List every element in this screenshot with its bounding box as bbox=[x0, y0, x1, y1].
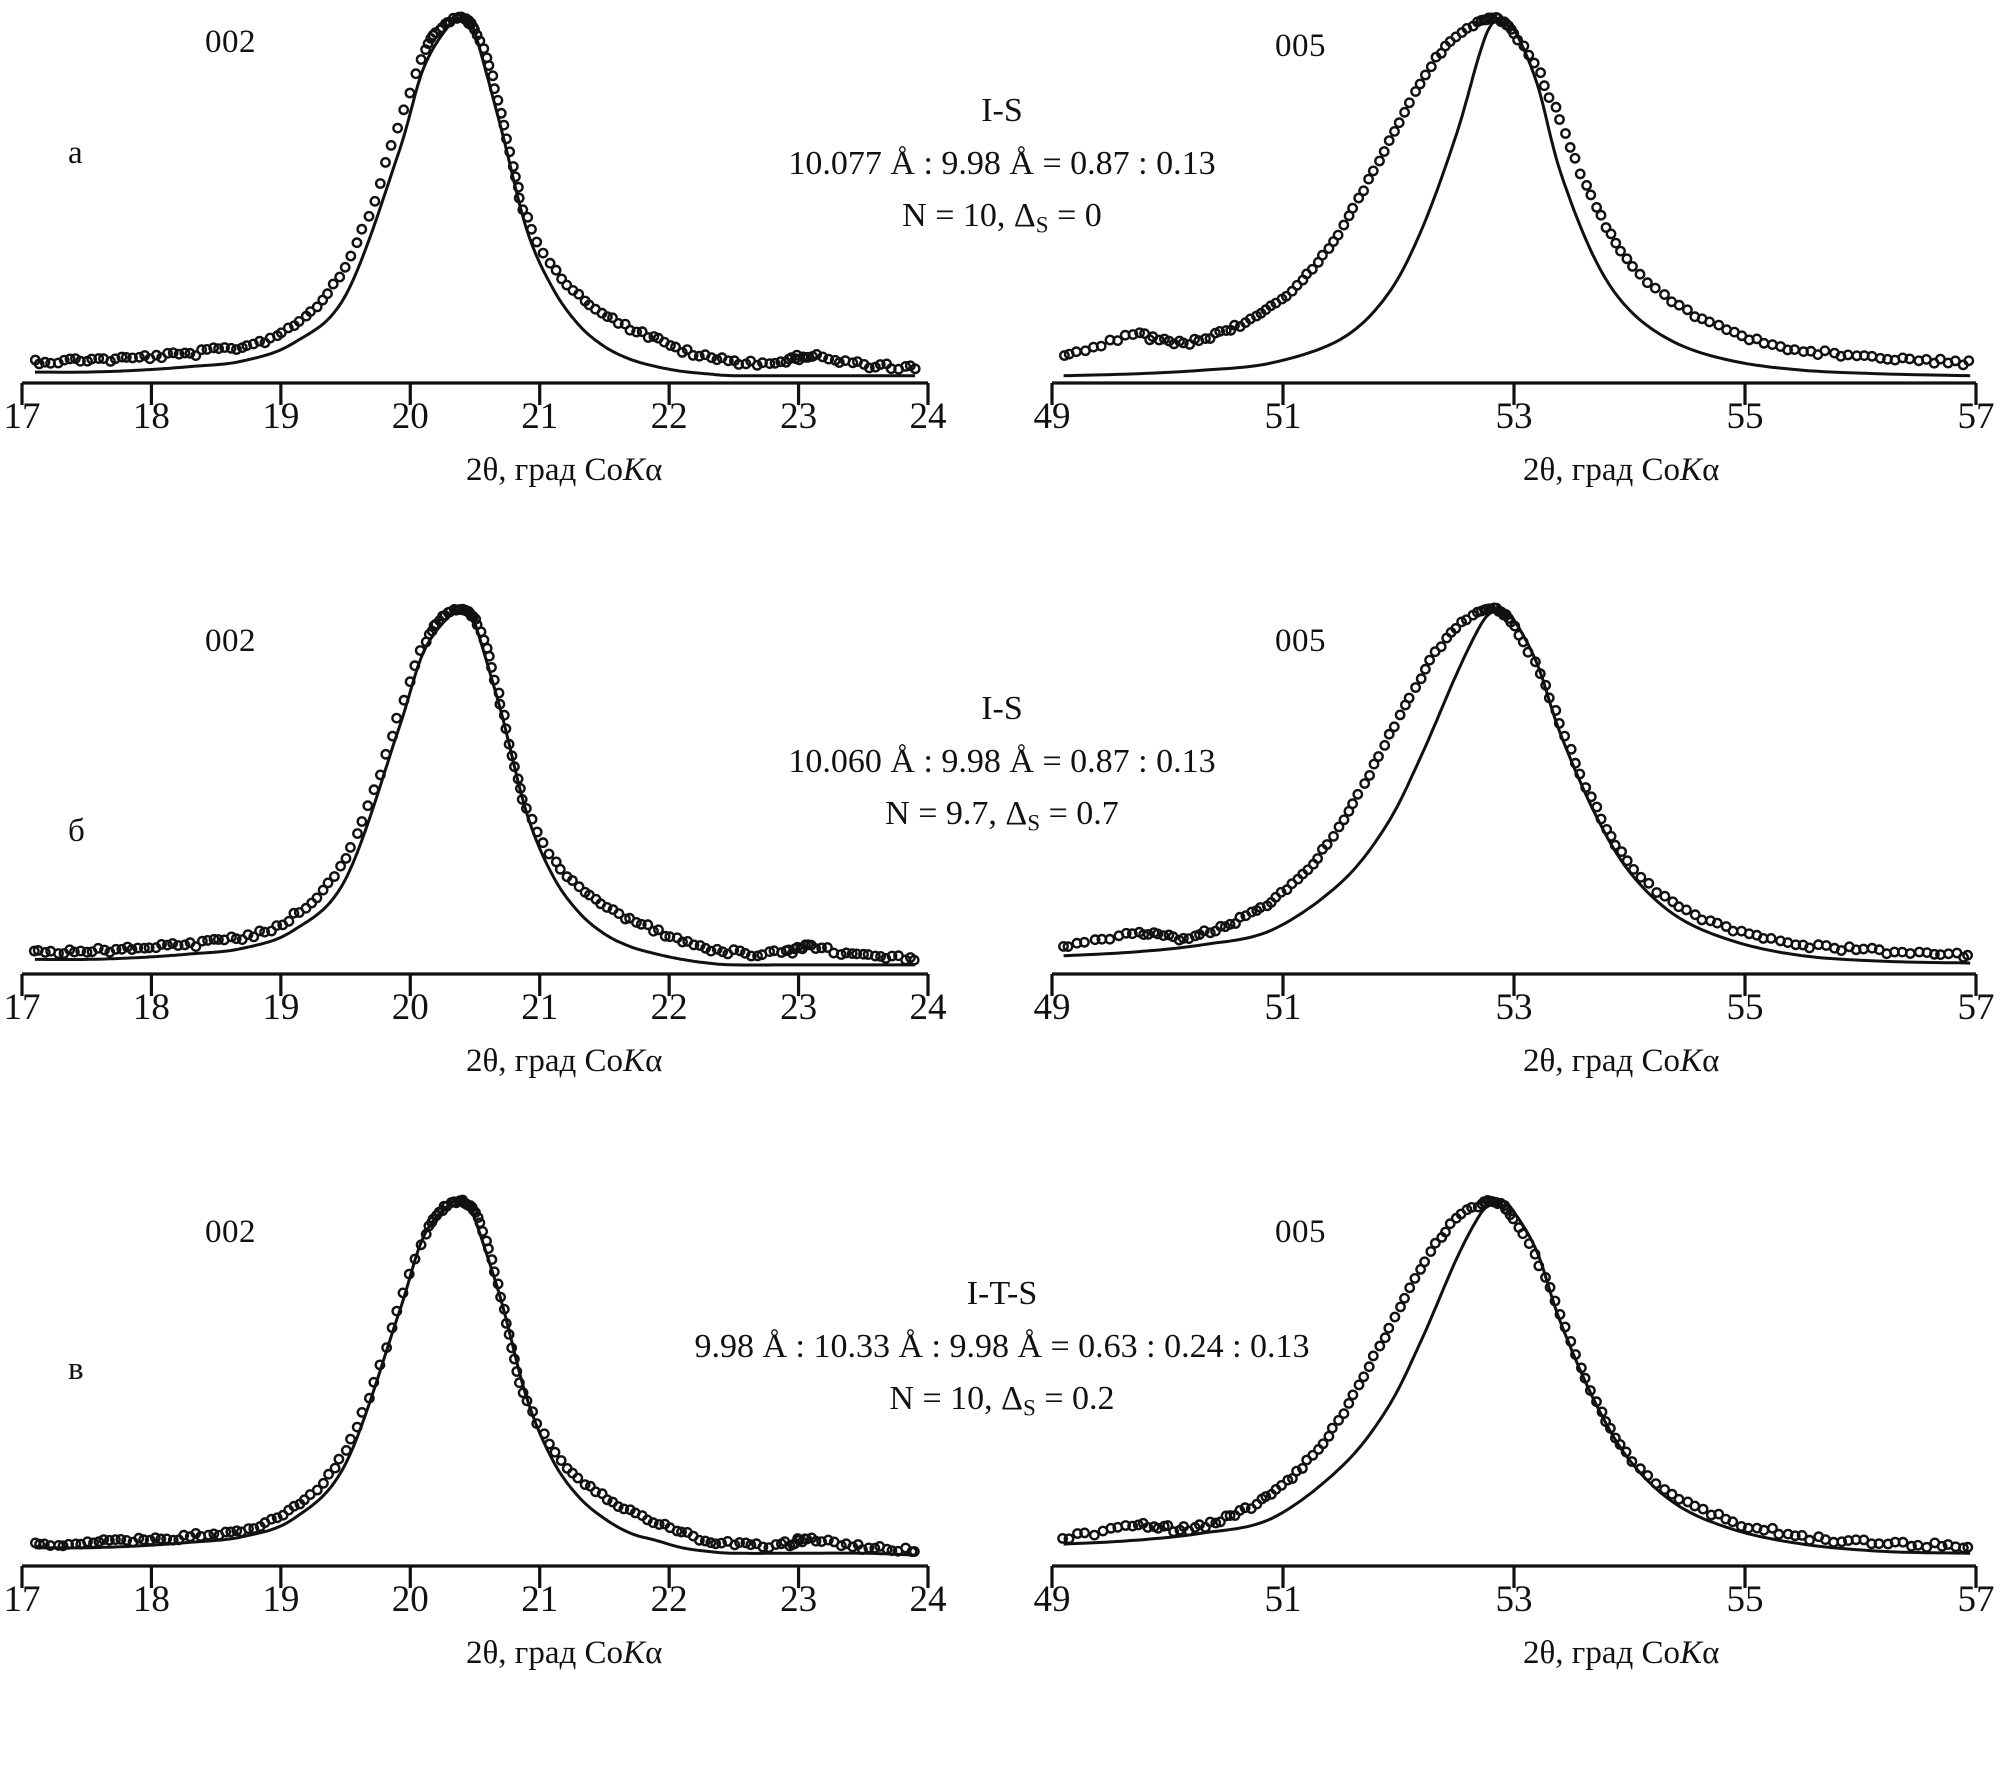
x-tick-label: 17 bbox=[3, 987, 41, 1028]
panel-letter-a: а bbox=[68, 135, 83, 171]
plot-area-c-002 bbox=[0, 1183, 950, 1774]
x-tick-label: 17 bbox=[3, 396, 41, 437]
x-tick-labels-b-005: 49 51 53 55 57 bbox=[1005, 986, 2004, 1036]
x-axis-caption-a-002: 2θ, град CoKα bbox=[466, 452, 663, 488]
panel-row-a: 002 а 17 18 19 20 21 22 23 24 2θ, град CoKα 005… bbox=[0, 0, 2004, 591]
annotation-model-b: I-S bbox=[981, 690, 1023, 727]
x-tick-label: 49 bbox=[1033, 396, 1071, 437]
panel-letter-b: б bbox=[68, 813, 85, 849]
x-tick-label: 23 bbox=[780, 396, 818, 437]
panel-row-c: 002 в 17 18 19 20 21 22 23 24 2θ, град CoKα 005… bbox=[0, 1183, 2004, 1774]
reflection-label-002: 002 bbox=[205, 623, 256, 659]
x-tick-label: 24 bbox=[909, 1579, 947, 1620]
x-tick-label: 18 bbox=[132, 1579, 170, 1620]
x-tick-label: 51 bbox=[1264, 1579, 1302, 1620]
annotation-composition-c: 9.98 Å : 10.33 Å : 9.98 Å = 0.63 : 0.24 … bbox=[694, 1327, 1310, 1365]
x-tick-label: 49 bbox=[1033, 987, 1071, 1028]
plot-area-c-005 bbox=[1005, 1183, 2004, 1774]
reflection-label-002: 002 bbox=[205, 1214, 256, 1250]
x-tick-label: 49 bbox=[1033, 1579, 1071, 1620]
chart-b-002: 002 б 17 18 19 20 21 22 23 24 2θ, град CoKα bbox=[0, 591, 950, 1182]
x-tick-label: 24 bbox=[909, 987, 947, 1028]
x-tick-label: 21 bbox=[521, 987, 559, 1028]
x-tick-label: 19 bbox=[262, 987, 300, 1028]
annotation-model-c: I-T-S bbox=[966, 1275, 1038, 1312]
x-tick-label: 57 bbox=[1957, 1579, 1995, 1620]
reflection-label-005: 005 bbox=[1275, 1214, 1326, 1250]
reflection-label-005: 005 bbox=[1275, 623, 1326, 659]
x-tick-label: 55 bbox=[1726, 396, 1764, 437]
x-tick-label: 19 bbox=[262, 1579, 300, 1620]
x-tick-label: 51 bbox=[1264, 987, 1302, 1028]
x-tick-label: 22 bbox=[650, 396, 688, 437]
x-tick-label: 21 bbox=[521, 396, 559, 437]
x-axis-caption-c-002: 2θ, град CoKα bbox=[466, 1635, 663, 1671]
panel-row-b: 002 б 17 18 19 20 21 22 23 24 2θ, град CoKα 005… bbox=[0, 591, 2004, 1182]
reflection-label-002: 002 bbox=[205, 24, 256, 60]
x-tick-labels-c-005: 49 51 53 55 57 bbox=[1005, 1578, 2004, 1628]
annotation-b: I-S 10.060 Å : 9.98 Å = 0.87 : 0.13 N = … bbox=[502, 683, 1502, 843]
x-tick-label: 20 bbox=[391, 987, 429, 1028]
x-tick-label: 24 bbox=[909, 396, 947, 437]
annotation-composition-b: 10.060 Å : 9.98 Å = 0.87 : 0.13 bbox=[788, 742, 1216, 780]
x-tick-label: 20 bbox=[391, 1579, 429, 1620]
x-axis-caption-b-005: 2θ, град CoKα bbox=[1523, 1043, 1720, 1079]
x-tick-label: 23 bbox=[780, 1579, 818, 1620]
chart-a-002: 002 а 17 18 19 20 21 22 23 24 2θ, град CoKα bbox=[0, 0, 950, 591]
annotation-a: I-S 10.077 Å : 9.98 Å = 0.87 : 0.13 N = … bbox=[502, 85, 1502, 245]
reflection-label-005: 005 bbox=[1275, 28, 1326, 64]
chart-c-005: 005 49 51 53 55 57 2θ, град CoKα bbox=[1005, 1183, 2004, 1774]
x-tick-label: 19 bbox=[262, 396, 300, 437]
annotation-parameters-a: N = 10, ΔS = 0 bbox=[902, 197, 1102, 239]
x-tick-label: 22 bbox=[650, 1579, 688, 1620]
chart-a-005: 005 49 51 53 55 57 2θ, град CoKα bbox=[1005, 0, 2004, 591]
plot-area-b-002 bbox=[0, 591, 950, 1182]
plot-area-a-005 bbox=[1005, 0, 2004, 591]
chart-c-002: 002 в 17 18 19 20 21 22 23 24 2θ, град CoKα bbox=[0, 1183, 950, 1774]
x-tick-label: 57 bbox=[1957, 987, 1995, 1028]
x-tick-labels-a-002: 17 18 19 20 21 22 23 24 bbox=[0, 395, 950, 445]
x-tick-label: 51 bbox=[1264, 396, 1302, 437]
x-tick-label: 17 bbox=[3, 1579, 41, 1620]
x-tick-label: 18 bbox=[132, 396, 170, 437]
plot-area-b-005 bbox=[1005, 591, 2004, 1182]
plot-area-a-002 bbox=[0, 0, 950, 591]
annotation-c: I-T-S 9.98 Å : 10.33 Å : 9.98 Å = 0.63 :… bbox=[502, 1268, 1502, 1428]
x-tick-label: 53 bbox=[1495, 1579, 1533, 1620]
annotation-model-a: I-S bbox=[981, 92, 1023, 129]
x-tick-label: 57 bbox=[1957, 396, 1995, 437]
x-tick-label: 23 bbox=[780, 987, 818, 1028]
x-tick-label: 22 bbox=[650, 987, 688, 1028]
x-axis-caption-a-005: 2θ, град CoKα bbox=[1523, 452, 1720, 488]
annotation-parameters-c: N = 10, ΔS = 0.2 bbox=[889, 1380, 1115, 1422]
x-tick-label: 53 bbox=[1495, 987, 1533, 1028]
x-tick-label: 55 bbox=[1726, 987, 1764, 1028]
panel-letter-c: в bbox=[68, 1351, 84, 1387]
x-tick-label: 18 bbox=[132, 987, 170, 1028]
x-tick-label: 21 bbox=[521, 1579, 559, 1620]
x-tick-labels-a-005: 49 51 53 55 57 bbox=[1005, 395, 2004, 445]
x-tick-label: 53 bbox=[1495, 396, 1533, 437]
x-axis-caption-c-005: 2θ, град CoKα bbox=[1523, 1635, 1720, 1671]
annotation-composition-a: 10.077 Å : 9.98 Å = 0.87 : 0.13 bbox=[788, 144, 1216, 182]
x-tick-label: 55 bbox=[1726, 1579, 1764, 1620]
x-tick-label: 20 bbox=[391, 396, 429, 437]
chart-b-005: 005 49 51 53 55 57 2θ, град CoKα bbox=[1005, 591, 2004, 1182]
x-axis-caption-b-002: 2θ, град CoKα bbox=[466, 1043, 663, 1079]
annotation-parameters-b: N = 9.7, ΔS = 0.7 bbox=[885, 795, 1119, 837]
x-tick-labels-c-002: 17 18 19 20 21 22 23 24 bbox=[0, 1578, 950, 1628]
x-tick-labels-b-002: 17 18 19 20 21 22 23 24 bbox=[0, 986, 950, 1036]
